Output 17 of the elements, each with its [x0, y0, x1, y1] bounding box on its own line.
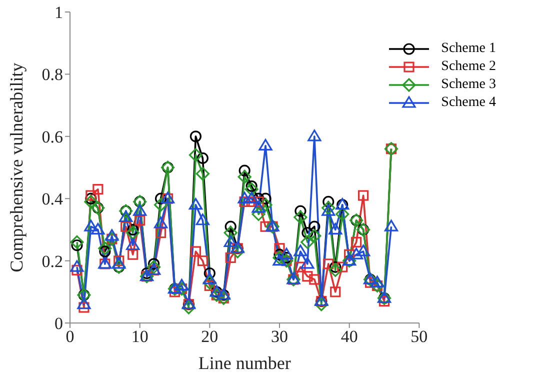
legend-label: Scheme 3 — [441, 76, 496, 94]
x-tick-label: 50 — [410, 327, 428, 346]
y-tick-label: 0.4 — [42, 190, 64, 209]
x-axis-title: Line number — [198, 353, 291, 373]
y-tick-label: 0.2 — [42, 252, 63, 271]
x-tick-label: 10 — [131, 327, 148, 346]
legend-label: Scheme 4 — [441, 94, 496, 112]
x-tick-label: 40 — [340, 327, 358, 346]
legend-label: Scheme 2 — [441, 58, 496, 76]
y-axis-title: Comprehensive vulnerability — [6, 62, 26, 272]
x-tick-label: 20 — [201, 327, 218, 346]
y-tick-label: 0 — [54, 314, 63, 334]
y-tick-label: 1 — [54, 3, 63, 22]
legend-label: Scheme 1 — [441, 40, 496, 58]
y-tick-label: 0.6 — [42, 127, 63, 146]
x-tick-label: 30 — [271, 327, 288, 346]
y-tick-label: 0.8 — [42, 65, 63, 84]
